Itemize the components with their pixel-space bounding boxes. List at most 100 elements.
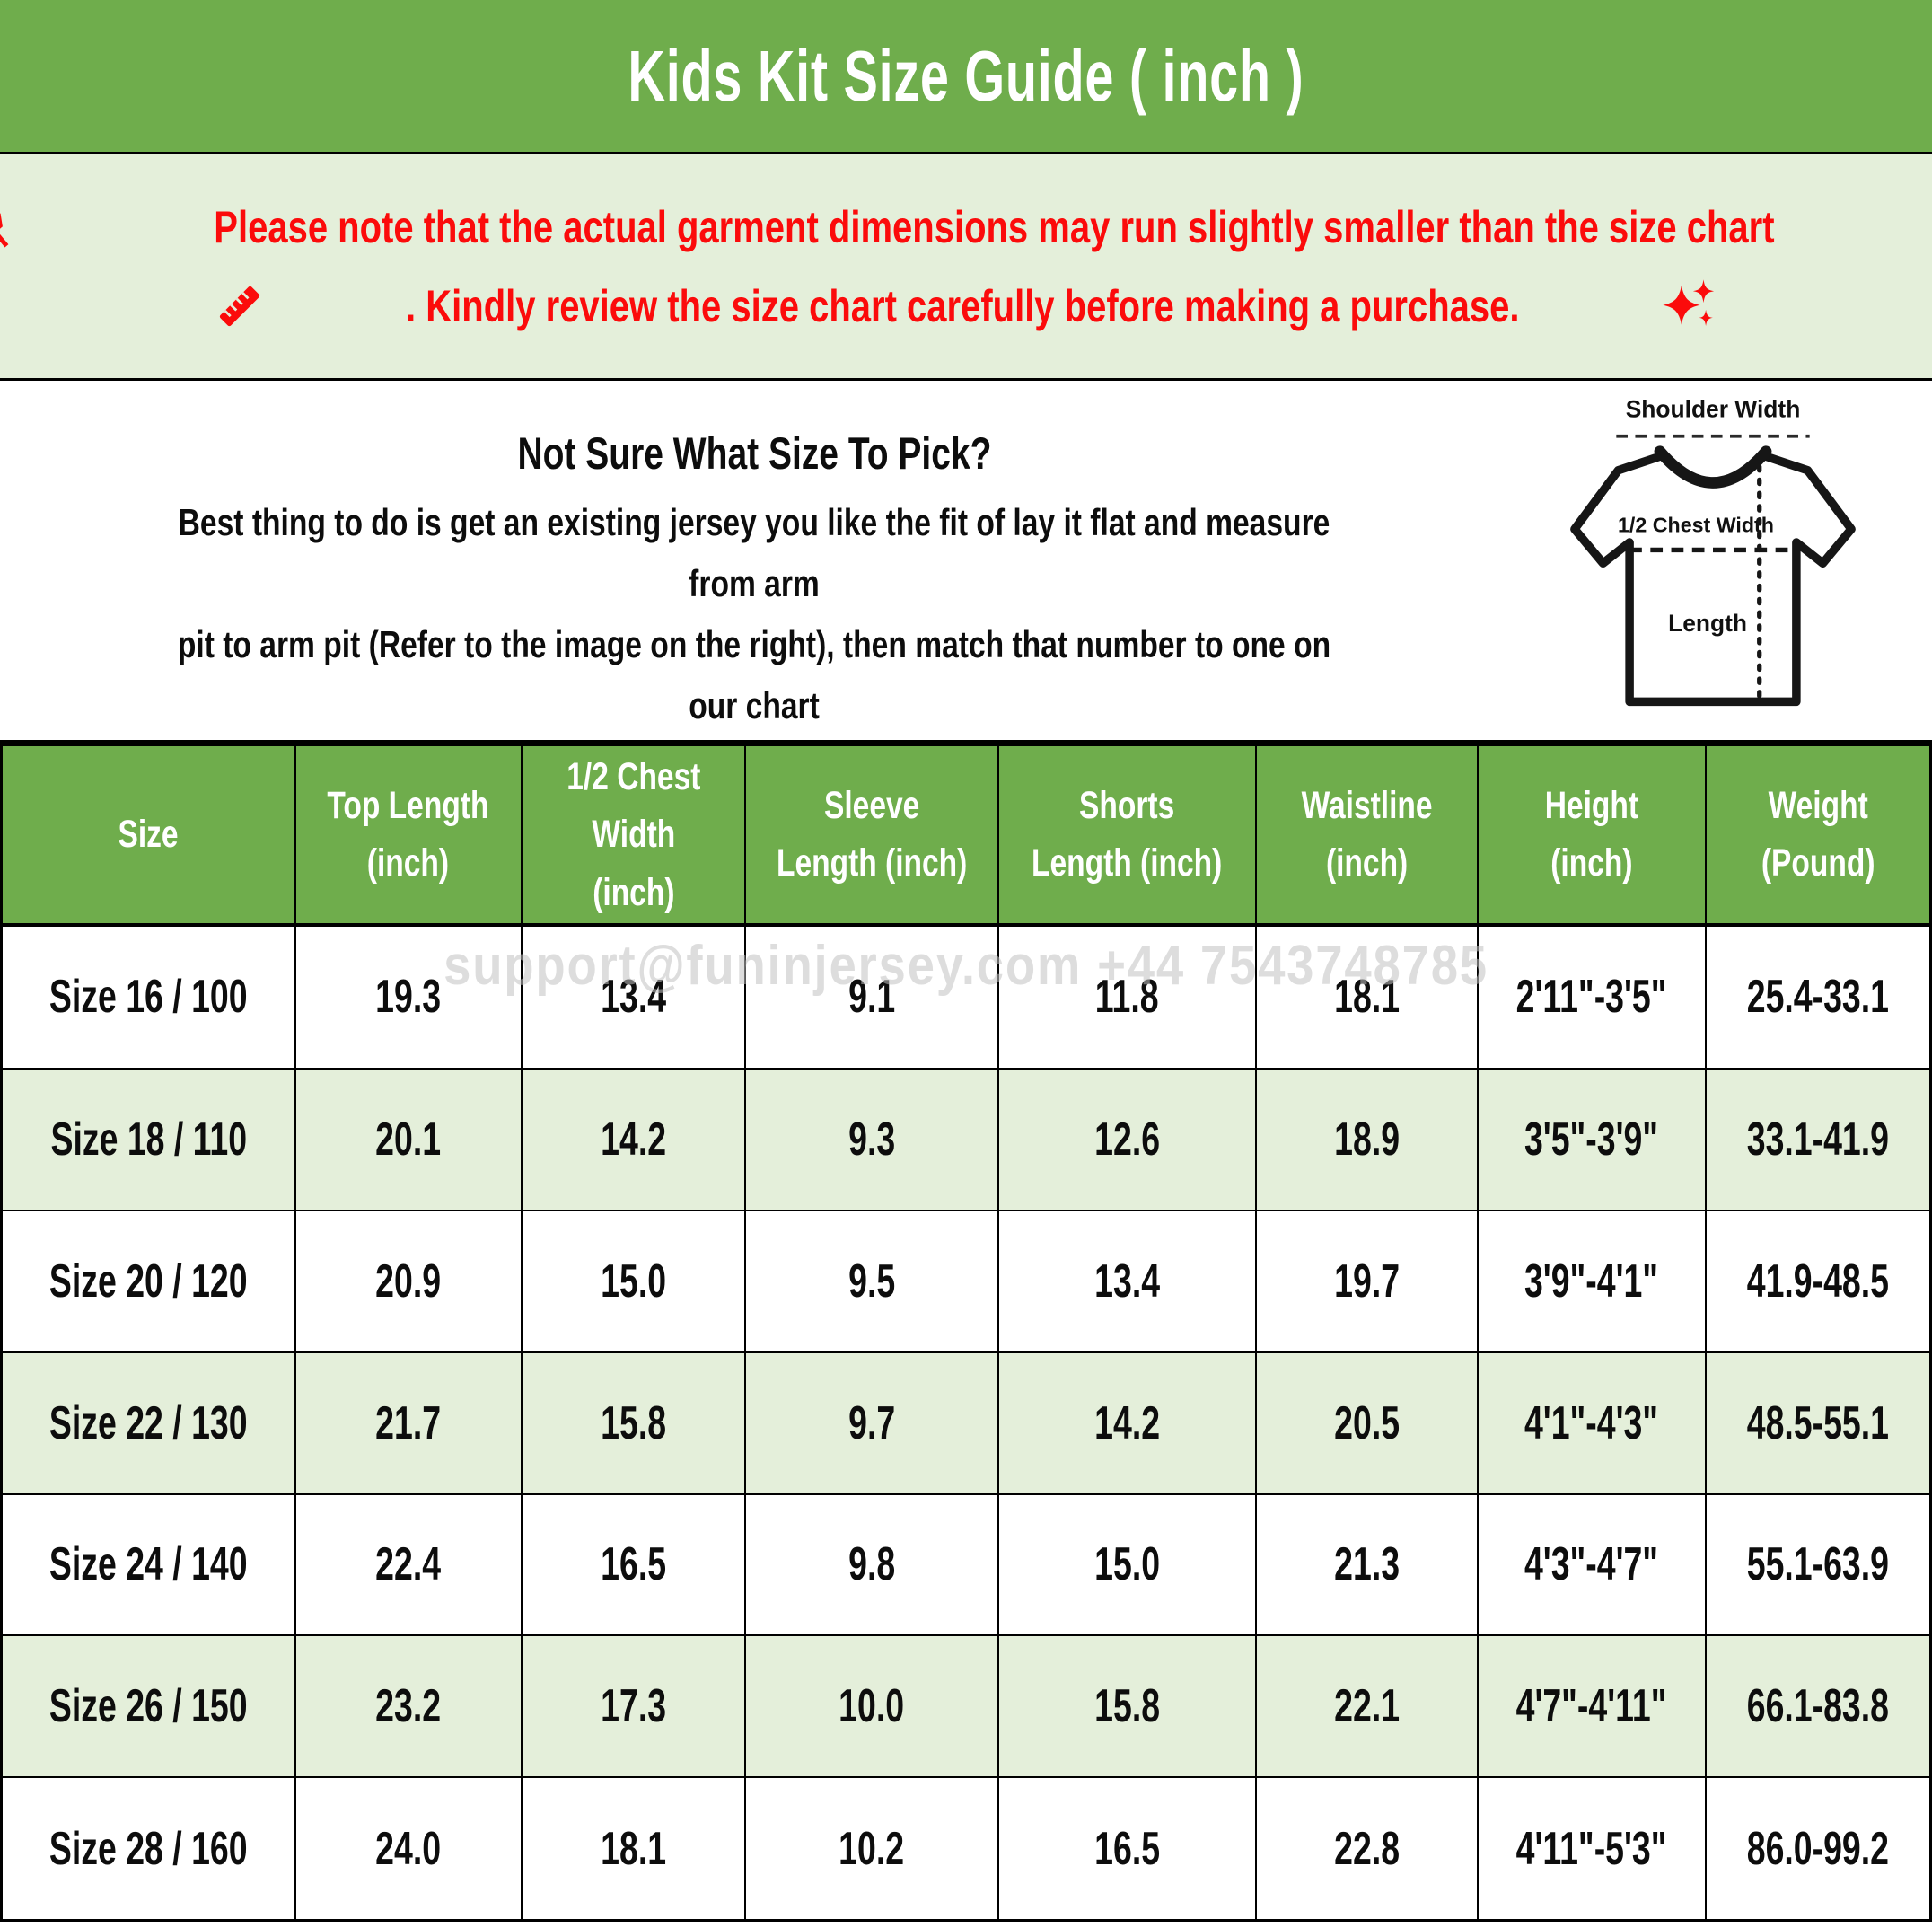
cell-sleeve-length: 9.3 [744, 1067, 999, 1211]
header-shorts-length: Shorts Length (inch) [997, 744, 1258, 927]
cell-text: 20.5 [1334, 1396, 1401, 1449]
cell-text: 24.0 [375, 1822, 442, 1875]
cell-top-length: 19.3 [294, 923, 523, 1070]
cell-text: 11.8 [1095, 971, 1160, 1024]
cell-text: 4'11"-5'3" [1515, 1822, 1667, 1875]
cell-weight: 33.1-41.9 [1704, 1067, 1932, 1211]
cell-size: Size 24 / 140 [0, 1492, 296, 1637]
cell-text: 66.1-83.8 [1746, 1680, 1889, 1733]
cell-text: 48.5-55.1 [1746, 1396, 1889, 1449]
tshirt-outline [1570, 451, 1856, 707]
chest-width-label: 1/2 Chest Width [1618, 513, 1774, 536]
cell-shorts-length: 15.8 [997, 1634, 1258, 1779]
cell-text: 12.6 [1094, 1113, 1161, 1166]
cell-text: 18.9 [1334, 1113, 1401, 1166]
cell-size: Size 20 / 120 [0, 1209, 296, 1353]
cell-text: 41.9-48.5 [1746, 1255, 1889, 1307]
cell-sleeve-length: 10.0 [744, 1634, 999, 1779]
cell-text: 4'7"-4'11" [1515, 1680, 1667, 1733]
table-row-size-16: Size 16 / 100 19.3 13.4 9.1 11.8 18.1 2'… [0, 923, 1932, 1070]
cell-text: 14.2 [601, 1113, 666, 1166]
cell-text: 55.1-63.9 [1746, 1538, 1889, 1591]
cell-text: 19.7 [1334, 1255, 1401, 1307]
notice-line-2-text: . Kindly review the size chart carefully… [405, 280, 1520, 331]
cell-size-text: Size 20 / 120 [49, 1255, 248, 1307]
table-row-size-22: Size 22 / 130 21.7 15.8 9.7 14.2 20.5 4'… [0, 1351, 1932, 1495]
table-row-size-20: Size 20 / 120 20.9 15.0 9.5 13.4 19.7 3'… [0, 1209, 1932, 1353]
cell-chest-width: 15.8 [520, 1351, 747, 1495]
cell-waistline: 18.9 [1255, 1067, 1480, 1211]
cell-text: 15.0 [1094, 1538, 1161, 1591]
cell-top-length: 23.2 [294, 1634, 523, 1779]
header-waistline-text: Waistline (inch) [1301, 783, 1433, 885]
header-size-text: Size [118, 813, 180, 856]
table-row-size-28: Size 28 / 160 24.0 18.1 10.2 16.5 22.8 4… [0, 1776, 1932, 1922]
cell-waistline: 19.7 [1255, 1209, 1480, 1353]
cell-text: 13.4 [601, 971, 666, 1024]
cell-chest-width: 17.3 [520, 1634, 747, 1779]
length-label: Length [1668, 610, 1747, 637]
cell-height: 4'11"-5'3" [1477, 1776, 1707, 1922]
cell-shorts-length: 14.2 [997, 1351, 1258, 1495]
cell-size: Size 16 / 100 [0, 923, 296, 1070]
cell-size-text: Size 26 / 150 [49, 1680, 248, 1733]
cell-text: 4'1"-4'3" [1524, 1396, 1659, 1449]
cell-text: 22.4 [375, 1538, 442, 1591]
cell-shorts-length: 11.8 [997, 923, 1258, 1070]
cell-text: 9.3 [848, 1113, 896, 1166]
cell-waistline: 18.1 [1255, 923, 1480, 1070]
cell-sleeve-length: 9.5 [744, 1209, 999, 1353]
cell-height: 2'11"-3'5" [1477, 923, 1707, 1070]
cell-text: 33.1-41.9 [1746, 1113, 1889, 1166]
header-chest-width-text: 1/2 Chest Width (inch) [566, 754, 701, 914]
cell-height: 4'3"-4'7" [1477, 1492, 1707, 1637]
page-title-text: Kids Kit Size Guide ( inch ) [628, 35, 1304, 116]
cell-waistline: 20.5 [1255, 1351, 1480, 1495]
size-table-head: Size Top Length (inch) 1/2 Chest Width (… [0, 744, 1932, 927]
ruler-icon [219, 286, 259, 326]
cell-text: 20.1 [375, 1113, 442, 1166]
tshirt-collar [1654, 445, 1772, 489]
header-top-length: Top Length (inch) [294, 744, 523, 927]
cell-height: 4'1"-4'3" [1477, 1351, 1707, 1495]
notice-band: Please note that the actual garment dime… [0, 154, 1932, 381]
table-row-size-18: Size 18 / 110 20.1 14.2 9.3 12.6 18.9 3'… [0, 1067, 1932, 1211]
cell-size-text: Size 16 / 100 [49, 971, 248, 1024]
cell-waistline: 22.1 [1255, 1634, 1480, 1779]
cell-text: 21.7 [375, 1396, 442, 1449]
header-size: Size [0, 744, 296, 927]
cell-weight: 48.5-55.1 [1704, 1351, 1932, 1495]
header-height-text: Height (inch) [1544, 783, 1639, 885]
shoulder-width-label: Shoulder Width [1626, 396, 1801, 423]
pushpin-icon [0, 212, 9, 247]
cell-top-length: 22.4 [294, 1492, 523, 1637]
cell-shorts-length: 13.4 [997, 1209, 1258, 1353]
cell-text: 15.8 [1094, 1680, 1161, 1733]
cell-size: Size 28 / 160 [0, 1776, 296, 1922]
header-height: Height (inch) [1477, 744, 1707, 927]
cell-text: 18.1 [1334, 971, 1401, 1024]
cell-sleeve-length: 9.1 [744, 923, 999, 1070]
cell-text: 14.2 [1094, 1396, 1161, 1449]
cell-height: 4'7"-4'11" [1477, 1634, 1707, 1779]
cell-text: 9.7 [848, 1396, 896, 1449]
cell-text: 9.5 [848, 1255, 896, 1307]
cell-text: 15.8 [601, 1396, 666, 1449]
cell-chest-width: 18.1 [520, 1776, 747, 1922]
size-help-heading-text: Not Sure What Size To Pick? [516, 428, 992, 479]
cell-chest-width: 14.2 [520, 1067, 747, 1211]
cell-sleeve-length: 9.7 [744, 1351, 999, 1495]
header-chest-width: 1/2 Chest Width (inch) [520, 744, 747, 927]
cell-top-length: 24.0 [294, 1776, 523, 1922]
cell-text: 13.4 [1094, 1255, 1161, 1307]
cell-text: 4'3"-4'7" [1524, 1538, 1659, 1591]
cell-weight: 55.1-63.9 [1704, 1492, 1932, 1637]
table-row-size-24: Size 24 / 140 22.4 16.5 9.8 15.0 21.3 4'… [0, 1492, 1932, 1637]
size-table: Size Top Length (inch) 1/2 Chest Width (… [0, 744, 1932, 1922]
header-weight-text: Weight (Pound) [1761, 783, 1875, 885]
cell-shorts-length: 16.5 [997, 1776, 1258, 1922]
ruler-shape [219, 286, 259, 326]
cell-sleeve-length: 10.2 [744, 1776, 999, 1922]
cell-text: 23.2 [375, 1680, 442, 1733]
sparkles-icon [1663, 278, 1715, 326]
